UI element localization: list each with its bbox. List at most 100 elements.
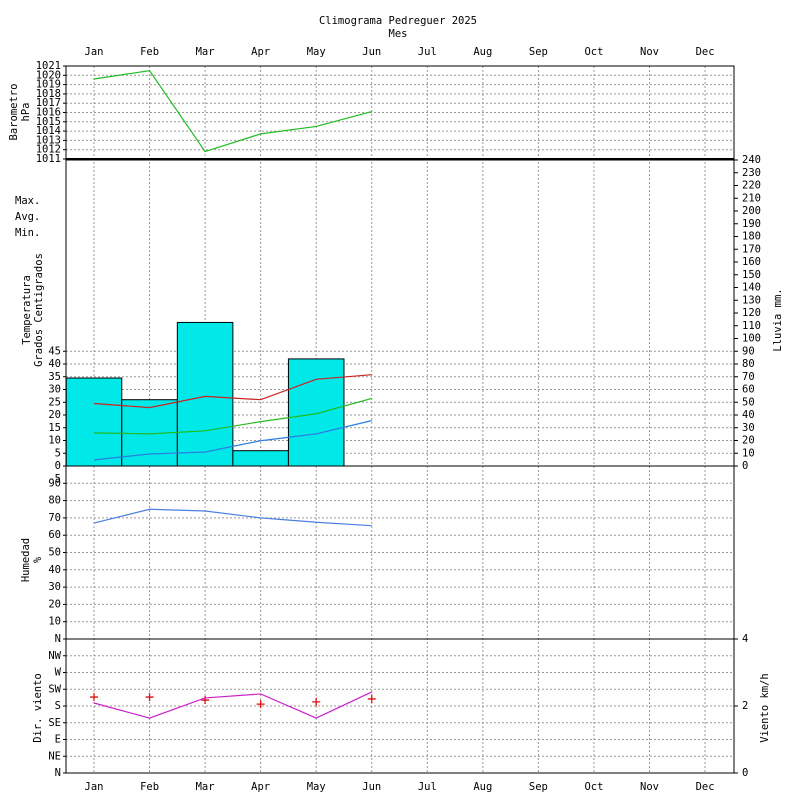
month-label-top: Jul <box>418 46 437 58</box>
legend-label: Avg. <box>15 211 40 223</box>
y-tick-label: -5 <box>48 473 61 485</box>
y-axis-label: % <box>32 556 44 563</box>
legend-label: Min. <box>15 227 40 239</box>
month-label-top: Dec <box>696 46 715 58</box>
y2-tick-label: 220 <box>742 180 761 192</box>
y2-tick-label: 110 <box>742 320 761 332</box>
series-line <box>93 508 372 527</box>
y-tick-label: 10 <box>48 616 61 628</box>
y-tick-label: 1011 <box>36 153 61 165</box>
month-label-top: Oct <box>584 46 603 58</box>
month-label-top: Nov <box>640 46 659 58</box>
series-line <box>93 397 372 435</box>
y-tick-label: S <box>55 700 61 712</box>
y-tick-label: SW <box>48 683 61 695</box>
y-tick-label: N <box>55 633 61 645</box>
y-tick-label: 1014 <box>36 125 61 137</box>
y-tick-label: 25 <box>48 396 61 408</box>
rain-bar <box>176 321 234 467</box>
month-label-top: Mar <box>196 46 215 58</box>
month-label-bottom: Apr <box>251 781 270 793</box>
month-label-bottom: Jul <box>418 781 437 793</box>
wind-direction-marker <box>312 697 321 706</box>
y2-tick-label: 150 <box>742 269 761 281</box>
wind-direction-marker <box>256 700 265 709</box>
series-line <box>93 420 372 461</box>
month-label-bottom: Aug <box>473 781 492 793</box>
y2-tick-label: 100 <box>742 333 761 345</box>
y-tick-label: 1017 <box>36 97 61 109</box>
y-tick-label: SE <box>48 717 61 729</box>
y-tick-label: 30 <box>48 384 61 396</box>
y2-tick-label: 210 <box>742 192 761 204</box>
month-label-top: May <box>307 46 326 58</box>
month-label-top: Jan <box>85 46 104 58</box>
y-tick-label: 90 <box>48 477 61 489</box>
month-label-bottom: Feb <box>140 781 159 793</box>
month-label-bottom: May <box>307 781 326 793</box>
y-tick-label: 80 <box>48 495 61 507</box>
rain-bar <box>232 450 289 467</box>
y2-tick-label: 160 <box>742 256 761 268</box>
y-tick-label: 1013 <box>36 134 61 146</box>
y2-tick-label: 70 <box>742 371 755 383</box>
y2-tick-label: 200 <box>742 205 761 217</box>
wind-direction-marker <box>145 693 154 702</box>
y-tick-label: 1016 <box>36 107 61 119</box>
y-tick-label: N <box>55 767 61 779</box>
y2-tick-label: 4 <box>742 633 748 645</box>
y2-axis-label: Viento km/h <box>759 673 771 743</box>
y2-tick-label: 170 <box>742 243 761 255</box>
y-axis-label: Grados Centigrados <box>33 253 45 367</box>
wind-direction-marker <box>90 693 98 702</box>
y-tick-label: 10 <box>48 435 61 447</box>
y-tick-label: NE <box>48 750 61 762</box>
month-label-bottom: Mar <box>196 781 215 793</box>
y-tick-label: 45 <box>48 345 61 357</box>
wind-direction-marker <box>367 694 376 703</box>
y-tick-label: 40 <box>48 358 61 370</box>
y-axis-label: Humedad <box>20 538 32 582</box>
month-label-bottom: Jan <box>85 781 104 793</box>
month-label-top: Jun <box>362 46 381 58</box>
y2-tick-label: 30 <box>742 422 755 434</box>
y-tick-label: 1015 <box>36 116 61 128</box>
y-tick-label: 0 <box>55 460 61 472</box>
rain-bar <box>65 377 123 467</box>
series-line <box>93 70 372 153</box>
legend-label: Max. <box>15 195 40 207</box>
y2-tick-label: 180 <box>742 231 761 243</box>
y-axis-label: hPa <box>20 103 32 122</box>
y2-tick-label: 190 <box>742 218 761 230</box>
y2-tick-label: 90 <box>742 345 755 357</box>
y-tick-label: 1018 <box>36 88 61 100</box>
y2-tick-label: 140 <box>742 282 761 294</box>
series-line <box>93 691 373 719</box>
month-label-top: Aug <box>473 46 492 58</box>
y2-tick-label: 120 <box>742 307 761 319</box>
y2-tick-label: 10 <box>742 447 755 459</box>
y-tick-label: 5 <box>55 447 61 459</box>
y2-tick-label: 130 <box>742 294 761 306</box>
series-line <box>93 374 372 409</box>
x-axis-label: Mes <box>389 28 408 40</box>
y-tick-label: E <box>55 734 61 746</box>
month-label-top: Apr <box>251 46 270 58</box>
y-axis-label: Dir. viento <box>32 673 44 743</box>
y-tick-label: 1021 <box>36 60 61 72</box>
month-label-bottom: Oct <box>584 781 603 793</box>
y2-tick-label: 0 <box>742 767 748 779</box>
rain-bar <box>287 358 345 467</box>
month-label-bottom: Nov <box>640 781 659 793</box>
y-axis-label: Barometro <box>8 84 20 141</box>
y-tick-label: 20 <box>48 598 61 610</box>
month-label-top: Sep <box>529 46 548 58</box>
y-tick-label: 1012 <box>36 144 61 156</box>
month-label-bottom: Dec <box>696 781 715 793</box>
month-label-bottom: Sep <box>529 781 548 793</box>
y2-tick-label: 20 <box>742 435 755 447</box>
month-label-top: Feb <box>140 46 159 58</box>
chart-title: Climograma Pedreguer 2025 <box>319 15 477 27</box>
y-tick-label: 35 <box>48 371 61 383</box>
